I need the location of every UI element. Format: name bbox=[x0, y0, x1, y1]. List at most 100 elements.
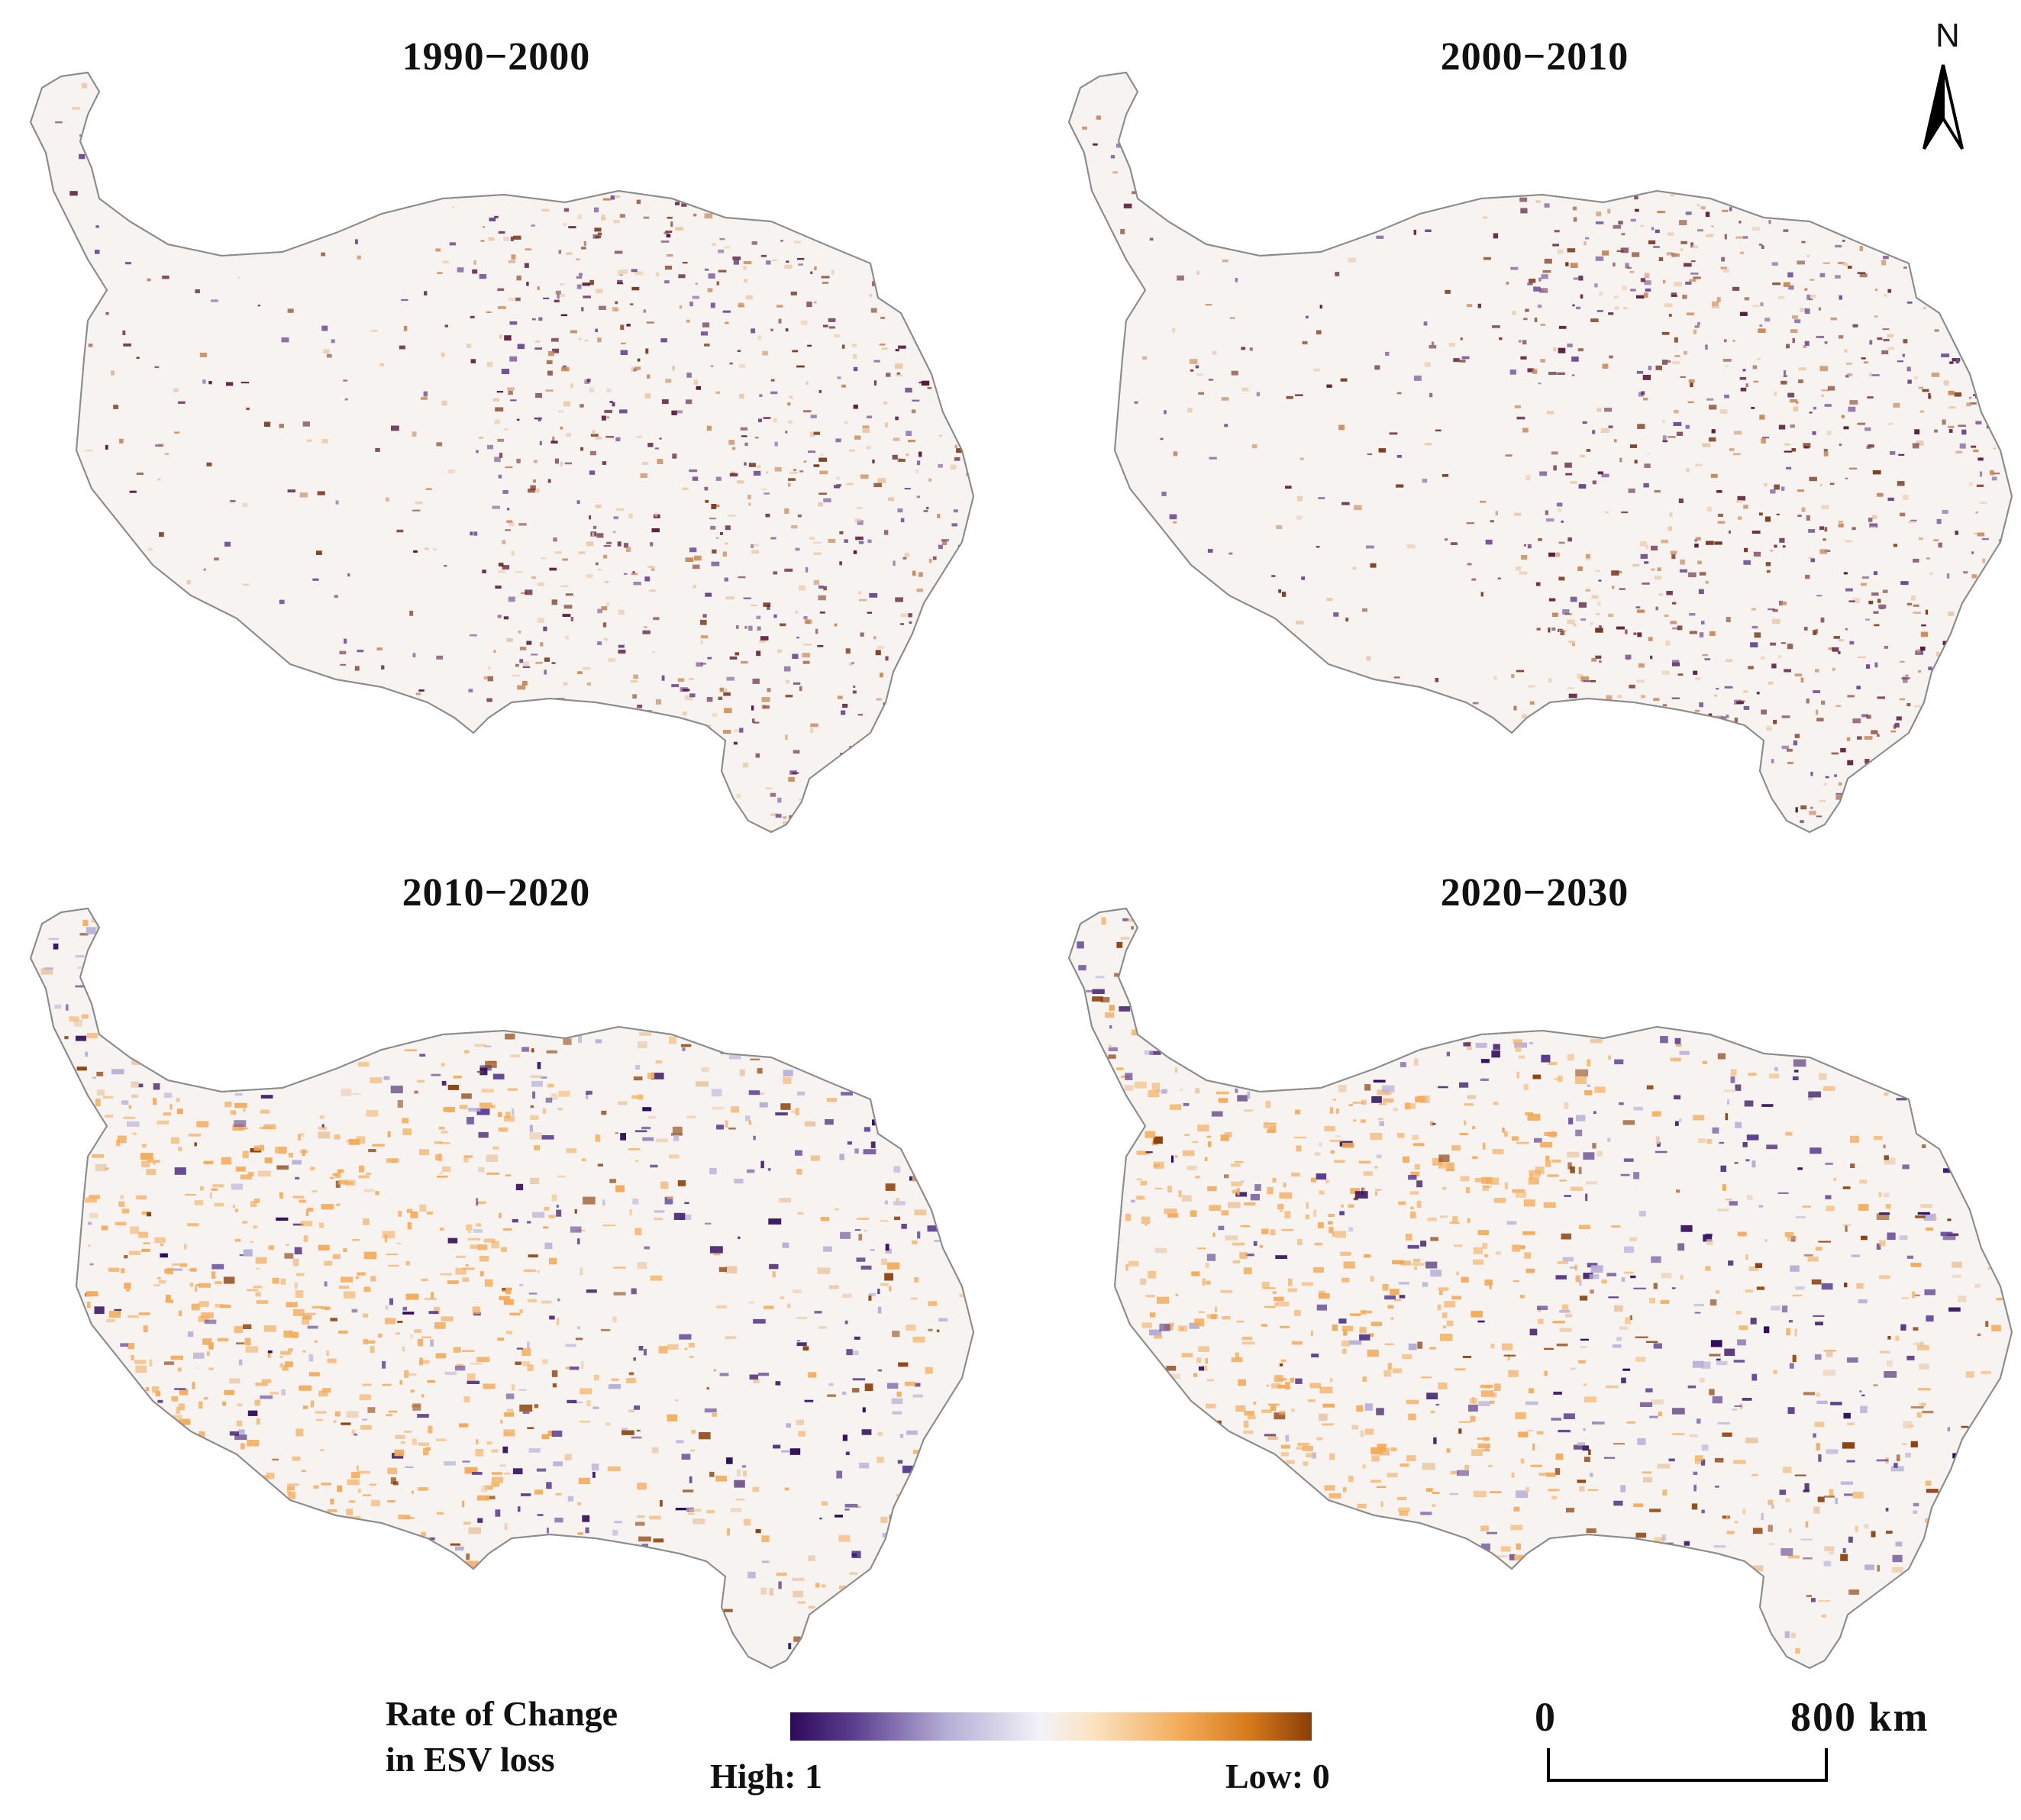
change-cell bbox=[1686, 468, 1690, 473]
change-cell bbox=[563, 605, 573, 609]
change-cell bbox=[576, 276, 583, 279]
change-cell bbox=[457, 267, 464, 273]
change-cell bbox=[176, 1108, 183, 1115]
change-cell bbox=[1329, 1107, 1334, 1114]
change-cell bbox=[798, 1431, 805, 1437]
change-cell bbox=[735, 1499, 745, 1501]
change-cell bbox=[681, 203, 687, 207]
change-cell bbox=[302, 1317, 309, 1325]
change-cell bbox=[619, 274, 623, 276]
change-cell bbox=[1206, 1135, 1211, 1138]
change-cell bbox=[247, 1172, 254, 1176]
change-cell bbox=[1195, 1088, 1200, 1094]
change-cell bbox=[1160, 437, 1164, 440]
change-cell bbox=[1810, 279, 1815, 281]
change-cell bbox=[1568, 1117, 1574, 1125]
change-pattern bbox=[55, 82, 971, 832]
change-cell bbox=[1267, 1436, 1278, 1441]
change-cell bbox=[430, 1339, 434, 1347]
change-cell bbox=[591, 1463, 599, 1471]
change-cell bbox=[1816, 1392, 1821, 1397]
change-cell bbox=[293, 1309, 305, 1316]
change-cell bbox=[1423, 321, 1428, 326]
change-cell bbox=[1370, 1276, 1374, 1282]
change-cell bbox=[1916, 649, 1921, 654]
change-cell bbox=[699, 1432, 711, 1440]
change-cell bbox=[179, 1389, 189, 1396]
change-cell bbox=[123, 343, 131, 347]
change-cell bbox=[1753, 380, 1758, 382]
change-cell bbox=[696, 386, 701, 390]
change-cell bbox=[171, 1268, 182, 1271]
change-cell bbox=[1595, 570, 1600, 572]
change-cell bbox=[521, 592, 528, 594]
change-cell bbox=[1296, 515, 1303, 520]
change-cell bbox=[163, 1092, 173, 1098]
change-cell bbox=[1562, 609, 1570, 615]
change-cell bbox=[1629, 1237, 1637, 1241]
change-cell bbox=[1888, 422, 1893, 425]
change-cell bbox=[1485, 539, 1493, 545]
change-cell bbox=[560, 293, 565, 297]
change-cell bbox=[867, 612, 873, 614]
change-cell bbox=[1818, 1241, 1831, 1243]
change-cell bbox=[1471, 1449, 1483, 1456]
change-cell bbox=[873, 380, 877, 386]
change-cell bbox=[1587, 1489, 1598, 1491]
change-cell bbox=[1771, 759, 1774, 763]
change-cell bbox=[1196, 1357, 1202, 1363]
change-cell bbox=[551, 1194, 557, 1202]
change-cell bbox=[1467, 1218, 1471, 1223]
change-cell bbox=[1462, 1356, 1471, 1358]
change-cell bbox=[848, 449, 855, 452]
change-cell bbox=[1912, 1291, 1916, 1299]
change-cell bbox=[1555, 552, 1560, 557]
change-cell bbox=[1558, 325, 1567, 329]
change-cell bbox=[689, 302, 693, 307]
change-cell bbox=[956, 448, 962, 453]
change-cell bbox=[1751, 227, 1761, 231]
change-cell bbox=[823, 1246, 832, 1252]
change-cell bbox=[704, 268, 709, 271]
change-cell bbox=[1916, 440, 1924, 446]
change-cell bbox=[563, 682, 568, 686]
change-cell bbox=[505, 466, 513, 469]
change-cell bbox=[401, 298, 408, 302]
change-cell bbox=[1574, 1076, 1587, 1084]
change-cell bbox=[1821, 1283, 1833, 1290]
change-cell bbox=[1240, 1225, 1251, 1228]
change-cell bbox=[1943, 1168, 1953, 1173]
change-cell bbox=[1640, 224, 1644, 228]
change-cell bbox=[1923, 1213, 1936, 1221]
change-cell bbox=[748, 625, 753, 631]
change-cell bbox=[338, 1179, 347, 1185]
change-cell bbox=[1795, 1647, 1800, 1654]
change-cell bbox=[1948, 612, 1955, 616]
change-cell bbox=[1527, 282, 1533, 286]
change-cell bbox=[1800, 677, 1804, 682]
change-cell bbox=[1612, 1344, 1622, 1348]
change-cell bbox=[530, 1115, 539, 1120]
change-cell bbox=[1662, 435, 1667, 440]
change-cell bbox=[586, 541, 594, 547]
change-cell bbox=[790, 291, 797, 295]
change-cell bbox=[479, 274, 487, 279]
change-cell bbox=[256, 1300, 269, 1304]
change-cell bbox=[904, 488, 911, 490]
change-cell bbox=[453, 1076, 462, 1079]
change-cell bbox=[1845, 540, 1852, 543]
change-cell bbox=[1733, 431, 1742, 435]
change-cell bbox=[313, 1485, 319, 1489]
change-cell bbox=[437, 1154, 442, 1161]
change-cell bbox=[1784, 443, 1790, 446]
change-cell bbox=[473, 260, 476, 265]
change-cell bbox=[1819, 549, 1828, 554]
change-cell bbox=[1660, 1299, 1670, 1304]
change-cell bbox=[1977, 1333, 1981, 1337]
change-cell bbox=[560, 461, 563, 466]
change-cell bbox=[1154, 1334, 1163, 1339]
change-cell bbox=[1596, 310, 1603, 312]
change-cell bbox=[1711, 306, 1720, 308]
change-cell bbox=[456, 1363, 463, 1367]
change-cell bbox=[348, 1500, 356, 1503]
